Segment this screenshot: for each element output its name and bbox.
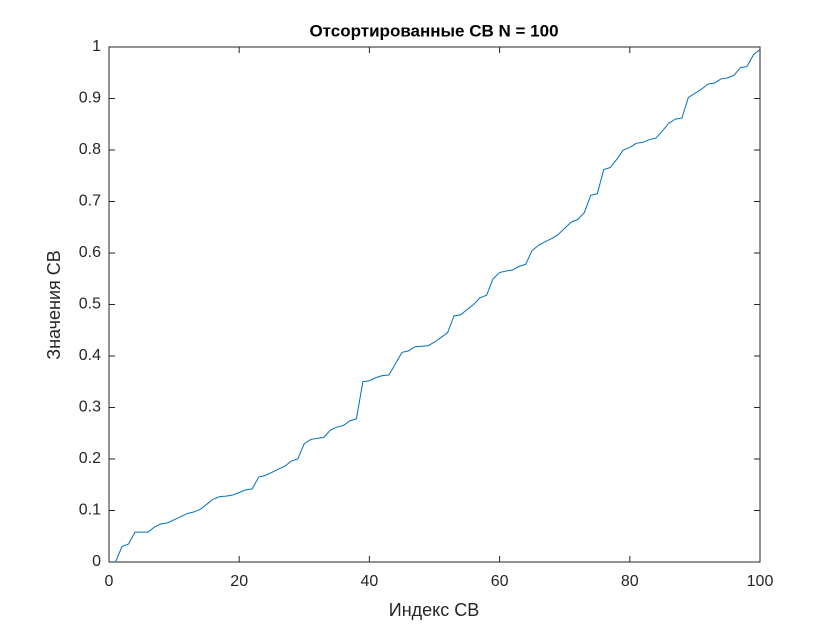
x-axis-label: Индекс СВ: [389, 600, 479, 620]
y-tick-label: 0: [92, 553, 101, 570]
y-tick-label: 0.1: [79, 502, 101, 519]
y-tick-label: 0.6: [79, 244, 101, 261]
x-tick-label: 0: [105, 573, 114, 590]
data-line: [115, 49, 761, 563]
axes-box: [108, 46, 761, 563]
y-tick-label: 0.5: [79, 296, 101, 313]
x-tick-label: 60: [491, 573, 509, 590]
x-tick-label: 80: [621, 573, 639, 590]
y-tick-label: 1: [92, 38, 101, 55]
x-tick-label: 100: [747, 573, 774, 590]
y-tick-label: 0.9: [79, 90, 101, 107]
y-tick-label: 0.8: [79, 141, 101, 158]
x-tick-label: 20: [230, 573, 248, 590]
y-tick-label: 0.7: [79, 193, 101, 210]
chart-title: Отсортированные СВ N = 100: [309, 21, 558, 40]
y-tick-label: 0.2: [79, 450, 101, 467]
x-tick-label: 40: [361, 573, 379, 590]
y-tick-label: 0.4: [79, 347, 101, 364]
y-axis-label: Значения СВ: [44, 250, 64, 360]
y-tick-label: 0.3: [79, 399, 101, 416]
